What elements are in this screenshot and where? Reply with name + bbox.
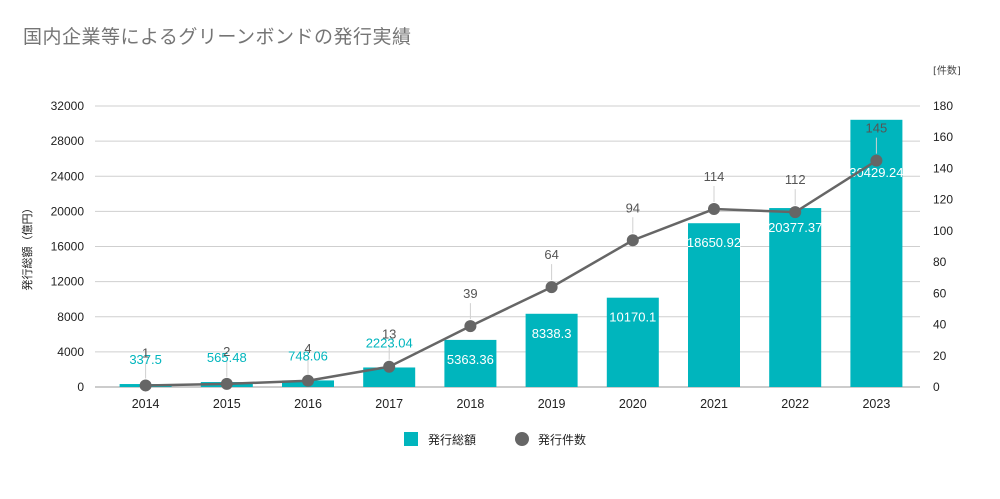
bar-value-label: 5363.36	[447, 352, 494, 367]
legend-bar-swatch	[404, 432, 418, 446]
x-tick-label: 2018	[456, 397, 484, 411]
y-right-tick-label: 160	[933, 130, 953, 144]
bar-value-label: 18650.92	[687, 235, 741, 250]
bar-value-label: 2223.04	[366, 335, 413, 350]
count-line	[145, 159, 878, 387]
y-right-tick-label: 20	[933, 349, 947, 363]
x-tick-label: 2015	[213, 397, 241, 411]
bar-value-label: 565.48	[207, 350, 247, 365]
y-left-tick-label: 12000	[51, 275, 85, 289]
count-value-label: 13	[382, 327, 396, 342]
x-tick-label: 2021	[700, 397, 728, 411]
legend-line-label: 発行件数	[538, 432, 586, 447]
x-tick-label: 2023	[862, 397, 890, 411]
bar-value-label: 10170.1	[609, 310, 656, 325]
count-value-label: 112	[785, 172, 806, 187]
count-point	[545, 281, 558, 294]
chart-title: 国内企業等によるグリーンボンドの発行実績	[23, 26, 412, 48]
y-right-tick-label: 80	[933, 255, 947, 269]
y-left-tick-label: 4000	[57, 345, 84, 359]
y-left-tick-label: 20000	[51, 204, 85, 218]
y-left-tick-label: 24000	[51, 169, 85, 183]
bar-value-label: 337.5	[129, 352, 162, 367]
count-value-label: 1	[142, 345, 149, 360]
count-point	[139, 379, 152, 392]
count-point	[789, 206, 802, 219]
count-value-label: 39	[463, 286, 477, 301]
count-point	[464, 320, 477, 333]
y-left-tick-label: 32000	[51, 99, 85, 113]
y-left-axis-label: 発行総額（億円）	[20, 203, 34, 291]
x-tick-label: 2020	[619, 397, 647, 411]
y-right-tick-label: 0	[933, 380, 940, 394]
y-right-tick-label: 180	[933, 99, 953, 113]
bar-value-label: 8338.3	[532, 326, 572, 341]
y-right-axis-label: [件数]	[933, 64, 961, 77]
count-value-label: 114	[704, 169, 725, 184]
legend-bar-label: 発行総額	[428, 433, 476, 447]
bar-value-label: 748.06	[288, 348, 328, 363]
count-value-label: 145	[866, 121, 888, 136]
count-point	[626, 234, 639, 247]
y-left-tick-label: 16000	[51, 240, 85, 254]
y-left-tick-label: 0	[77, 380, 84, 394]
count-value-label: 64	[544, 247, 558, 262]
count-point	[708, 203, 720, 216]
y-left-tick-label: 8000	[57, 310, 84, 324]
count-value-label: 2	[223, 344, 230, 359]
bar-value-label: 20377.37	[768, 220, 822, 235]
y-right-tick-label: 140	[933, 161, 953, 175]
y-right-tick-label: 60	[933, 286, 947, 300]
bar	[363, 367, 416, 387]
bar	[688, 223, 740, 387]
x-tick-label: 2016	[294, 397, 322, 411]
x-tick-label: 2019	[538, 397, 566, 411]
x-tick-label: 2022	[781, 397, 809, 411]
count-value-label: 4	[304, 341, 311, 356]
count-point	[383, 360, 396, 373]
x-tick-label: 2017	[375, 397, 403, 411]
y-left-tick-label: 28000	[51, 134, 85, 148]
bar	[525, 313, 578, 387]
count-value-label: 94	[626, 200, 640, 215]
count-point	[870, 154, 883, 167]
count-point	[302, 374, 314, 387]
x-tick-label: 2014	[132, 397, 160, 411]
bar	[769, 208, 822, 387]
y-right-tick-label: 100	[933, 224, 953, 238]
bar	[606, 297, 659, 387]
legend-line-swatch	[515, 432, 529, 446]
y-right-tick-label: 120	[933, 193, 953, 207]
bar	[444, 339, 497, 387]
count-point	[220, 377, 233, 390]
y-right-tick-label: 40	[933, 318, 947, 332]
